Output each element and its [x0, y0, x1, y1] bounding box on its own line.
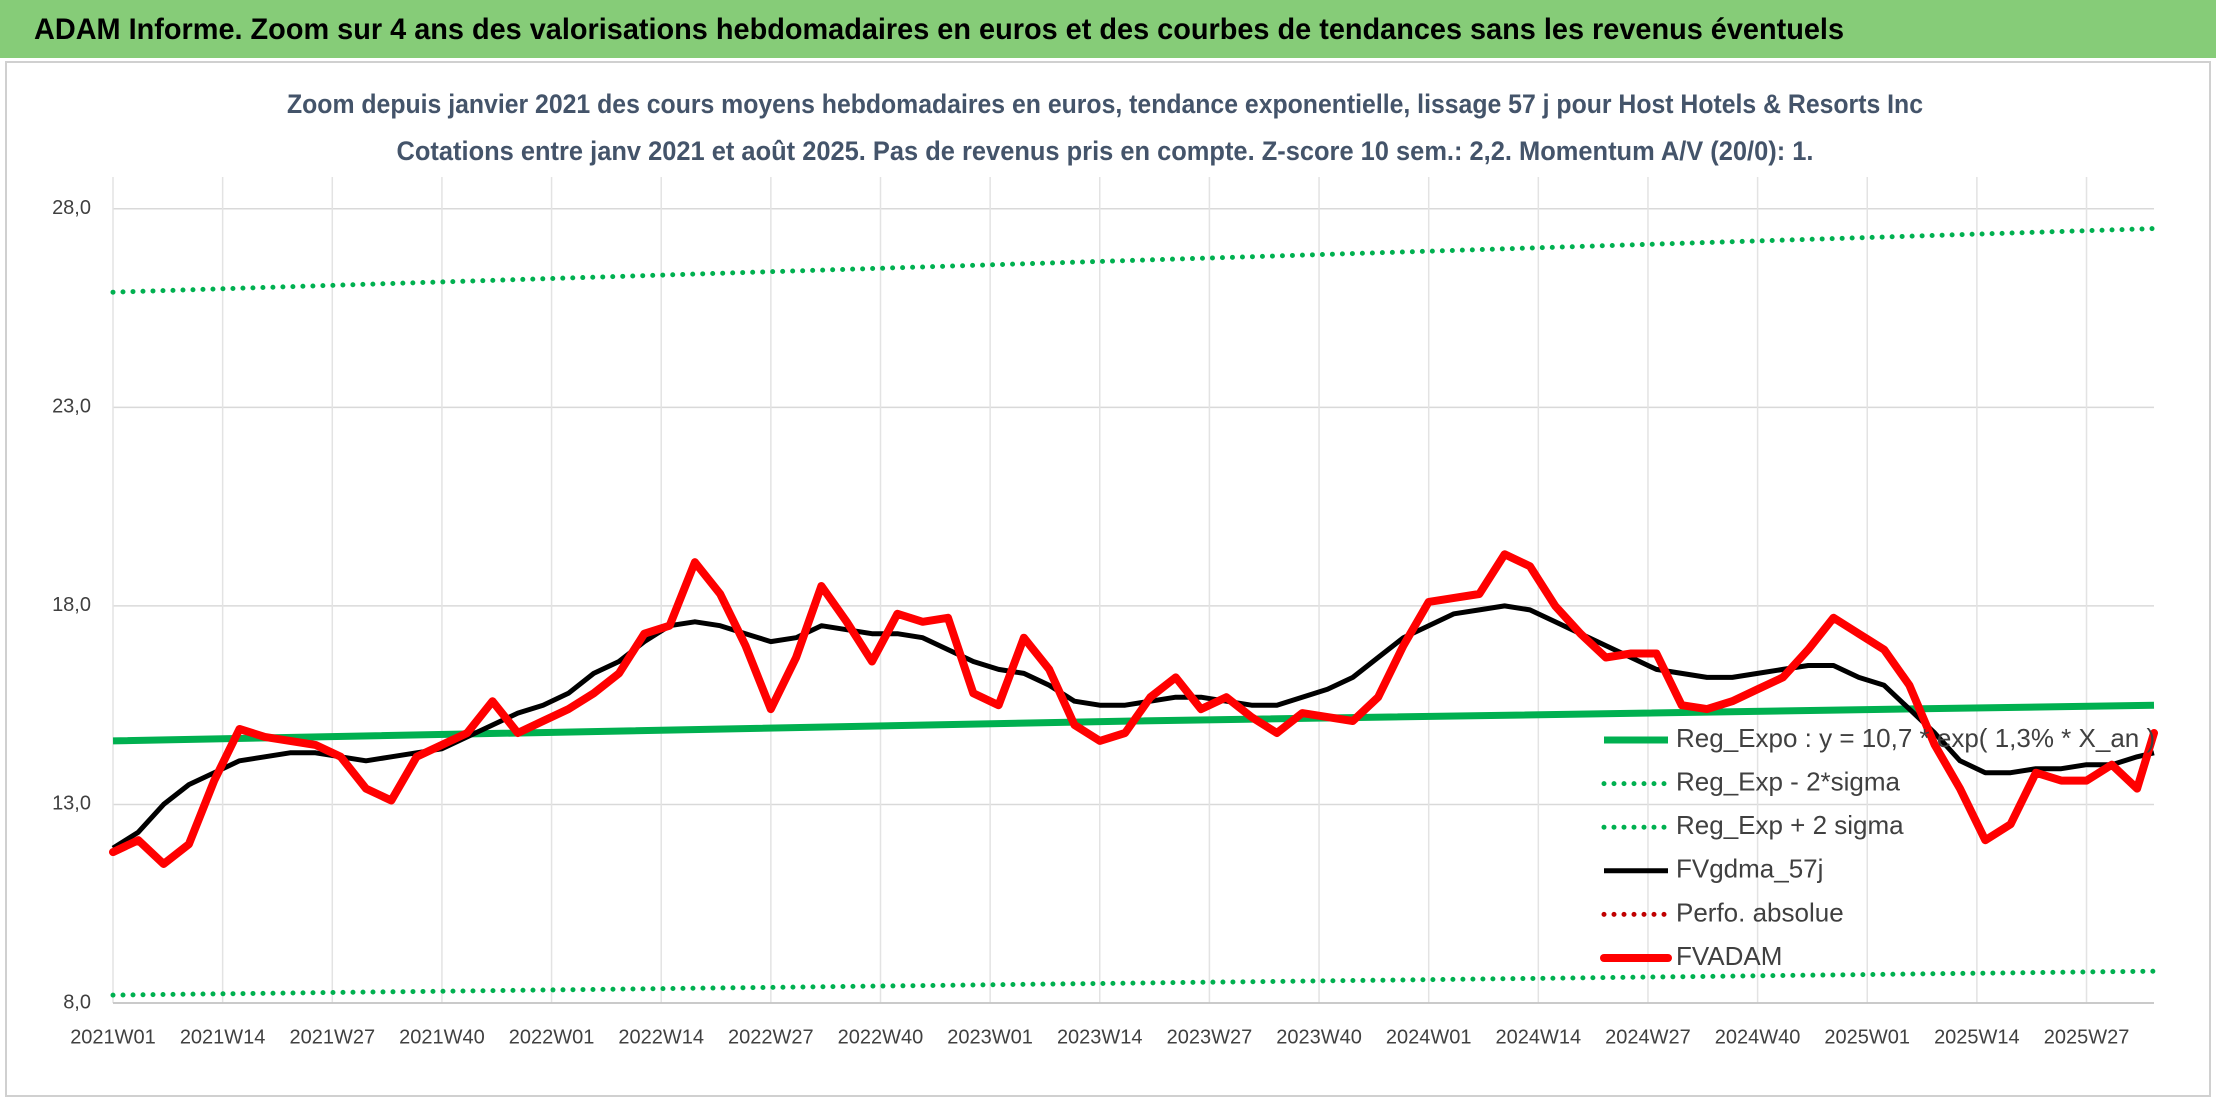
legend-label: Reg_Exp + 2 sigma — [1676, 810, 1904, 840]
series-line — [110, 968, 2157, 998]
y-tick-label: 13,0 — [52, 793, 91, 815]
x-tick-label: 2022W40 — [838, 1026, 924, 1048]
legend-label: Reg_Exp - 2*sigma — [1676, 766, 1901, 796]
x-tick-label: 2021W27 — [289, 1026, 375, 1048]
x-tick-label: 2021W01 — [70, 1026, 156, 1048]
x-tick-label: 2022W01 — [509, 1026, 595, 1048]
x-tick-label: 2024W27 — [1605, 1026, 1691, 1048]
x-tick-label: 2025W14 — [1934, 1026, 2020, 1048]
x-tick-label: 2021W14 — [180, 1026, 266, 1048]
x-tick-label: 2023W27 — [1167, 1026, 1253, 1048]
legend-label: Reg_Expo : y = 10,7 * exp( 1,3% * X_an ) — [1676, 723, 2155, 753]
y-tick-label: 23,0 — [52, 396, 91, 418]
chart-frame — [5, 61, 2211, 1097]
y-tick-label: 18,0 — [52, 594, 91, 616]
legend-label: FVgdma_57j — [1676, 854, 1823, 884]
x-tick-label: 2024W01 — [1386, 1026, 1472, 1048]
series-line — [110, 226, 2157, 295]
legend-label: Perfo. absolue — [1676, 897, 1844, 927]
legend-label: FVADAM — [1676, 941, 1782, 971]
header-bar — [0, 0, 2216, 58]
x-tick-label: 2025W27 — [2044, 1026, 2130, 1048]
x-tick-label: 2022W14 — [618, 1026, 704, 1048]
x-tick-label: 2023W01 — [947, 1026, 1033, 1048]
x-tick-label: 2022W27 — [728, 1026, 814, 1048]
x-tick-label: 2021W40 — [399, 1026, 485, 1048]
header-title: ADAM Informe. Zoom sur 4 ans des valoris… — [34, 13, 1844, 46]
x-tick-label: 2025W01 — [1824, 1026, 1910, 1048]
chart-subtitle: Cotations entre janv 2021 et août 2025. … — [397, 136, 1814, 166]
x-tick-label: 2023W14 — [1057, 1026, 1143, 1048]
x-tick-label: 2023W40 — [1276, 1026, 1362, 1048]
series-line — [109, 550, 2158, 868]
x-tick-label: 2024W40 — [1715, 1026, 1801, 1048]
x-tick-label: 2024W14 — [1496, 1026, 1582, 1048]
y-tick-label: 8,0 — [63, 991, 91, 1013]
chart-title: Zoom depuis janvier 2021 des cours moyen… — [287, 89, 1923, 119]
y-tick-label: 28,0 — [52, 197, 91, 219]
